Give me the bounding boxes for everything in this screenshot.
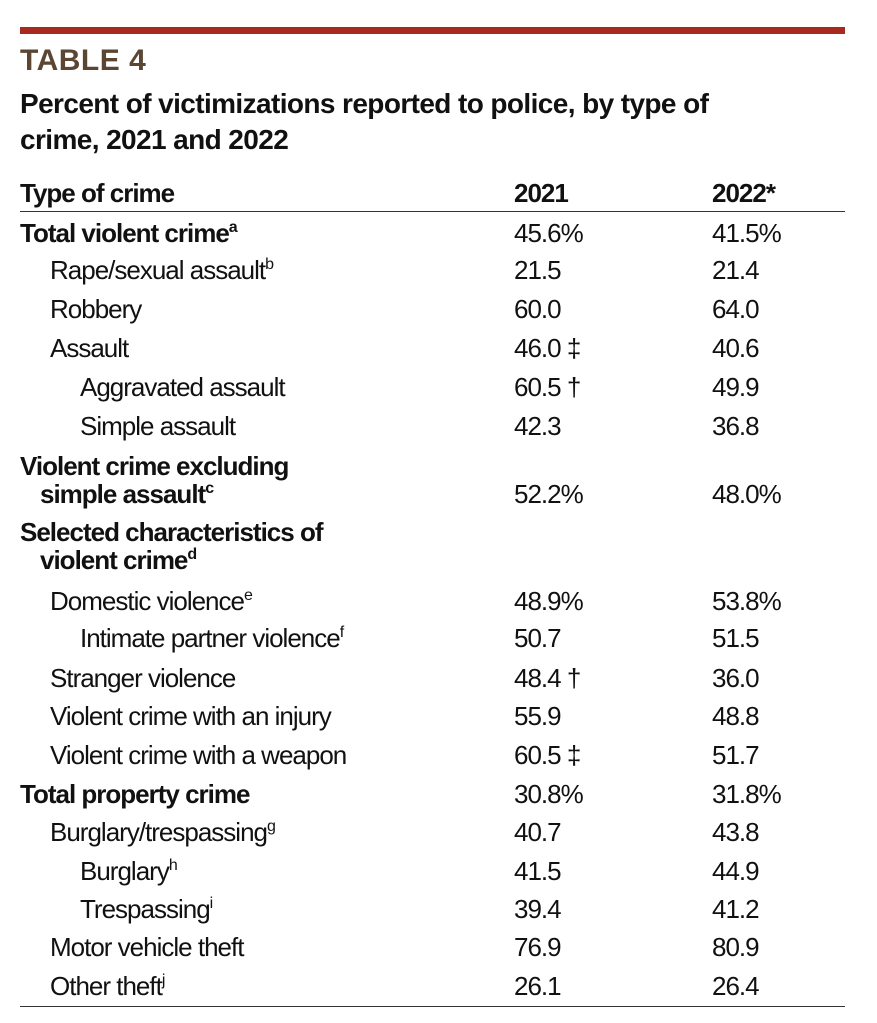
value-cell: 26.1 bbox=[514, 971, 562, 1001]
table-title: Percent of victimizations reported to po… bbox=[20, 88, 709, 119]
bottom-rule bbox=[20, 1006, 845, 1007]
value-cell: 60.5 ‡ bbox=[514, 740, 582, 770]
value-cell: 48.8 bbox=[712, 701, 760, 731]
footnote-marker: c bbox=[205, 480, 215, 497]
value-cell: 39.4 bbox=[514, 894, 562, 924]
value-cell: 55.9 bbox=[514, 701, 562, 731]
column-header: Type of crime bbox=[20, 178, 175, 208]
value-cell: 46.0 ‡ bbox=[514, 333, 582, 363]
value-cell: 41.5 bbox=[514, 856, 562, 886]
column-header: 2021 bbox=[514, 178, 569, 208]
value-cell: 50.7 bbox=[514, 623, 562, 653]
value-cell: 21.5 bbox=[514, 255, 562, 285]
value-cell: 40.7 bbox=[514, 817, 562, 847]
value-cell: 51.7 bbox=[712, 740, 760, 770]
value-cell: 51.5 bbox=[712, 623, 760, 653]
footnote-marker: b bbox=[265, 256, 275, 273]
footnote-marker: e bbox=[243, 587, 253, 604]
column-header: 2022* bbox=[712, 178, 776, 208]
row-label: Total violent crimea bbox=[20, 218, 238, 248]
row-label: Violent crime excluding bbox=[20, 451, 289, 481]
row-label: violent crimed bbox=[40, 545, 198, 575]
value-cell: 48.9% bbox=[514, 586, 584, 616]
row-label: Trespassingi bbox=[80, 894, 214, 924]
value-cell: 41.2 bbox=[712, 894, 760, 924]
row-label: Other theftj bbox=[50, 971, 166, 1001]
value-cell: 60.5 † bbox=[514, 372, 582, 402]
value-cell: 36.0 bbox=[712, 663, 760, 693]
value-cell: 45.6% bbox=[514, 218, 584, 248]
value-cell: 49.9 bbox=[712, 372, 760, 402]
value-cell: 42.3 bbox=[514, 411, 562, 441]
significance-marker: † bbox=[566, 663, 582, 693]
value-cell: 52.2% bbox=[514, 479, 584, 509]
significance-marker: † bbox=[566, 372, 582, 402]
footnote-marker: j bbox=[161, 972, 166, 989]
value-cell: 48.4 † bbox=[514, 663, 582, 693]
table-title: crime, 2021 and 2022 bbox=[20, 124, 289, 155]
value-cell: 36.8 bbox=[712, 411, 760, 441]
row-label: Domestic violencee bbox=[50, 586, 253, 616]
table-number: TABLE 4 bbox=[20, 44, 147, 77]
value-cell: 26.4 bbox=[712, 971, 760, 1001]
row-label: Burglaryh bbox=[80, 856, 178, 886]
row-label: Aggravated assault bbox=[80, 372, 286, 402]
value-cell: 41.5% bbox=[712, 218, 782, 248]
footnote-marker: a bbox=[228, 219, 238, 236]
row-label: Burglary/trespassingg bbox=[50, 817, 276, 847]
value-cell: 43.8 bbox=[712, 817, 760, 847]
footnote-marker: h bbox=[168, 857, 178, 874]
value-cell: 80.9 bbox=[712, 932, 760, 962]
row-label: Robbery bbox=[50, 294, 142, 324]
value-cell: 64.0 bbox=[712, 294, 760, 324]
value-cell: 21.4 bbox=[712, 255, 760, 285]
value-cell: 48.0% bbox=[712, 479, 782, 509]
value-cell: 40.6 bbox=[712, 333, 760, 363]
value-cell: 53.8% bbox=[712, 586, 782, 616]
header-rule bbox=[20, 211, 845, 212]
row-label: Selected characteristics of bbox=[20, 517, 323, 547]
value-cell: 44.9 bbox=[712, 856, 760, 886]
value-cell: 31.8% bbox=[712, 779, 782, 809]
row-label: Total property crime bbox=[20, 779, 250, 809]
footnote-marker: g bbox=[267, 818, 276, 835]
value-cell: 30.8% bbox=[514, 779, 584, 809]
footnote-marker: i bbox=[209, 895, 214, 912]
top-bar bbox=[20, 27, 845, 34]
row-label: Simple assault bbox=[80, 411, 236, 441]
row-label: Assault bbox=[50, 333, 129, 363]
significance-marker: ‡ bbox=[566, 740, 582, 770]
row-label: simple assaultc bbox=[40, 479, 215, 509]
value-cell: 76.9 bbox=[514, 932, 562, 962]
footnote-marker: d bbox=[187, 546, 198, 563]
footnote-marker: f bbox=[339, 624, 345, 641]
value-cell: 60.0 bbox=[514, 294, 562, 324]
row-label: Stranger violence bbox=[50, 663, 236, 693]
row-label: Intimate partner violencef bbox=[80, 623, 345, 653]
row-label: Violent crime with an injury bbox=[50, 701, 332, 731]
row-label: Violent crime with a weapon bbox=[50, 740, 347, 770]
row-label: Motor vehicle theft bbox=[50, 932, 244, 962]
significance-marker: ‡ bbox=[566, 333, 582, 363]
row-label: Rape/sexual assaultb bbox=[50, 255, 275, 285]
